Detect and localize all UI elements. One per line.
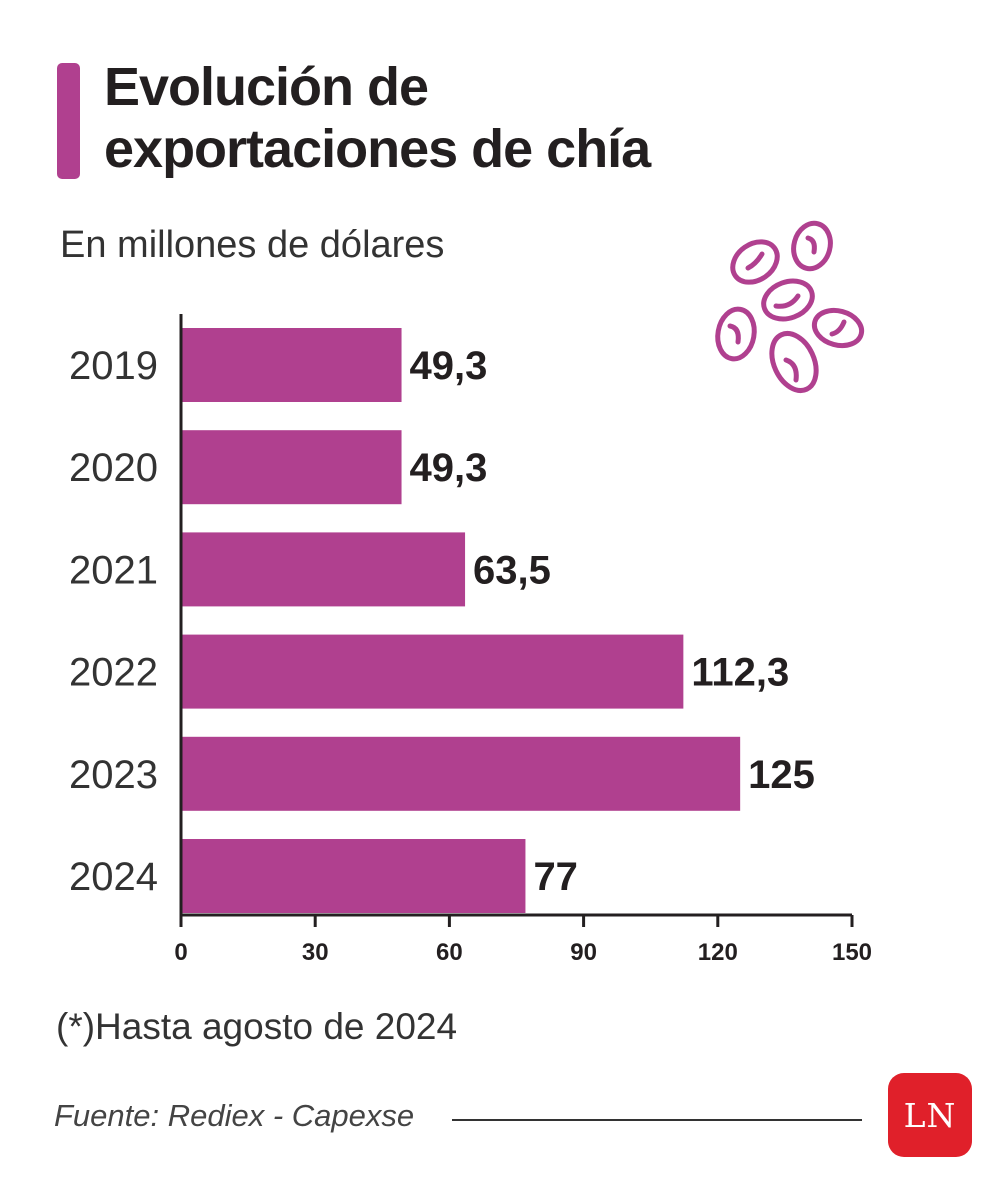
category-label-2020: 2020 <box>69 446 158 490</box>
value-label-2023: 125 <box>748 753 815 797</box>
x-tick-label-60: 60 <box>436 939 463 966</box>
category-label-2023: 2023 <box>69 753 158 797</box>
bar-2024 <box>181 839 526 913</box>
title-accent-bar <box>57 63 80 179</box>
value-label-2020: 49,3 <box>410 446 488 490</box>
value-label-2019: 49,3 <box>410 344 488 388</box>
x-tick-label-30: 30 <box>302 939 329 966</box>
bar-2020 <box>181 430 402 505</box>
value-label-2021: 63,5 <box>473 548 551 592</box>
source-credit: Fuente: Rediex - Capexse <box>54 1098 415 1133</box>
la-nacion-logo: LN <box>888 1073 972 1157</box>
bar-2023 <box>181 736 741 811</box>
x-tick-label-120: 120 <box>698 939 738 966</box>
chart-title: Evolución de exportaciones de chía <box>104 56 651 180</box>
chart-title-line-1: Evolución de <box>104 57 429 117</box>
category-label-2024: 2024 <box>69 855 158 899</box>
logo-text: LN <box>903 1095 957 1135</box>
x-axis: 0 30 60 90 120 150 <box>174 314 872 966</box>
footnote: (*)Hasta agosto de 2024 <box>56 1006 458 1047</box>
chart-title-line-2: exportaciones de chía <box>104 119 651 179</box>
bar-2022 <box>181 634 684 709</box>
bar-chart: 2019 49,3 2020 49,3 2021 63,5 2022 112,3 2023 125… <box>69 314 872 966</box>
bars-group: 2019 49,3 2020 49,3 2021 63,5 2022 112,3 2023 125… <box>69 328 815 913</box>
source-divider <box>452 1119 862 1121</box>
value-label-2024: 77 <box>533 855 578 899</box>
x-tick-label-150: 150 <box>832 939 872 966</box>
category-label-2021: 2021 <box>69 548 158 592</box>
bar-2019 <box>181 328 402 402</box>
bar-2021 <box>181 532 466 607</box>
chia-seeds-icon <box>715 220 865 393</box>
value-label-2022: 112,3 <box>691 651 789 695</box>
category-label-2022: 2022 <box>69 651 158 695</box>
x-tick-label-0: 0 <box>174 939 187 966</box>
x-tick-label-90: 90 <box>570 939 597 966</box>
chart-subtitle: En millones de dólares <box>60 224 445 266</box>
category-label-2019: 2019 <box>69 344 158 388</box>
